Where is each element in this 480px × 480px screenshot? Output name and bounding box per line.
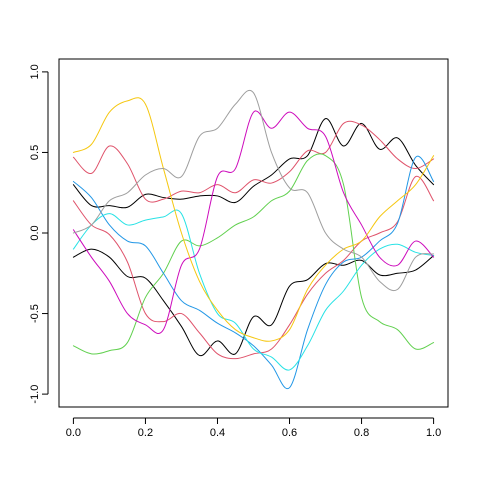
series-line-9 [72,97,435,342]
x-tick-label: 0.2 [138,427,153,439]
series-line-3 [72,120,435,203]
x-tick-label: 0.8 [354,427,369,439]
series-layer [72,89,435,390]
plot-frame [58,58,449,408]
y-axis: -1.0 -0.5 0.0 0.5 1.0 [29,64,49,404]
series-line-2 [72,248,435,357]
series-line-10 [72,89,435,292]
series-line-4 [72,175,435,360]
y-tick-label: 0.5 [29,145,41,160]
series-line-6 [72,155,435,390]
x-tick-label: 1.0 [426,427,441,439]
x-tick-label: 0.4 [210,427,225,439]
series-line-5 [72,153,435,355]
x-tick-label: 0.0 [66,427,81,439]
y-tick-label: 0.0 [29,225,41,240]
y-tick-label: -0.5 [29,304,41,323]
y-tick-label: 1.0 [29,64,41,79]
series-line-7 [72,209,435,371]
x-axis: 0.0 0.2 0.4 0.6 0.8 1.0 [66,417,441,439]
x-tick-label: 0.6 [282,427,297,439]
series-line-1 [72,118,435,209]
series-line-8 [72,110,435,334]
y-tick-label: -1.0 [29,385,41,404]
